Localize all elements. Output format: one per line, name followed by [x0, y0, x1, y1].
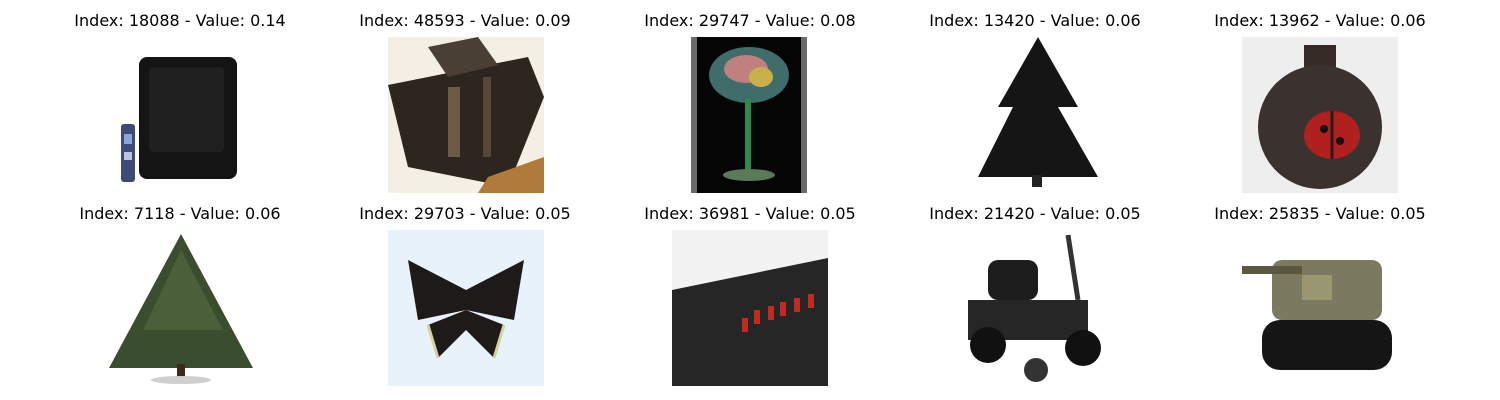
image-title: Index: 48593 - Value: 0.09	[359, 11, 571, 30]
tank-image	[1242, 230, 1398, 386]
image-title: Index: 25835 - Value: 0.05	[1214, 204, 1426, 223]
tree-image	[103, 230, 259, 386]
image-title: Index: 29747 - Value: 0.08	[644, 11, 856, 30]
butterfly-image	[388, 230, 544, 386]
grid-cell-7: Index: 29703 - Value: 0.05	[320, 193, 610, 386]
television-image	[111, 52, 241, 187]
wooden-box-image	[388, 37, 544, 193]
image-title: Index: 29703 - Value: 0.05	[359, 204, 571, 223]
grid-cell-3: Index: 29747 - Value: 0.08	[605, 0, 895, 193]
grid-cell-1: Index: 18088 - Value: 0.14	[35, 0, 325, 190]
grid-cell-9: Index: 21420 - Value: 0.05	[890, 193, 1180, 386]
grid-cell-4: Index: 13420 - Value: 0.06	[890, 0, 1180, 193]
grid-cell-5: Index: 13962 - Value: 0.06	[1175, 0, 1465, 193]
pine-tree-image	[958, 37, 1114, 193]
image-title: Index: 13420 - Value: 0.06	[929, 11, 1141, 30]
image-title: Index: 13962 - Value: 0.06	[1214, 11, 1426, 30]
lawn-mower-image	[958, 230, 1114, 386]
image-title: Index: 36981 - Value: 0.05	[644, 204, 856, 223]
ladybug-jar-image	[1242, 37, 1398, 193]
image-title: Index: 21420 - Value: 0.05	[929, 204, 1141, 223]
image-title: Index: 7118 - Value: 0.06	[79, 204, 281, 223]
glass-image	[691, 37, 807, 193]
alarm-clock-image	[672, 230, 828, 386]
image-title: Index: 18088 - Value: 0.14	[74, 11, 286, 30]
grid-cell-2: Index: 48593 - Value: 0.09	[320, 0, 610, 193]
grid-cell-6: Index: 7118 - Value: 0.06	[35, 193, 325, 386]
grid-cell-10: Index: 25835 - Value: 0.05	[1175, 193, 1465, 386]
grid-cell-8: Index: 36981 - Value: 0.05	[605, 193, 895, 386]
